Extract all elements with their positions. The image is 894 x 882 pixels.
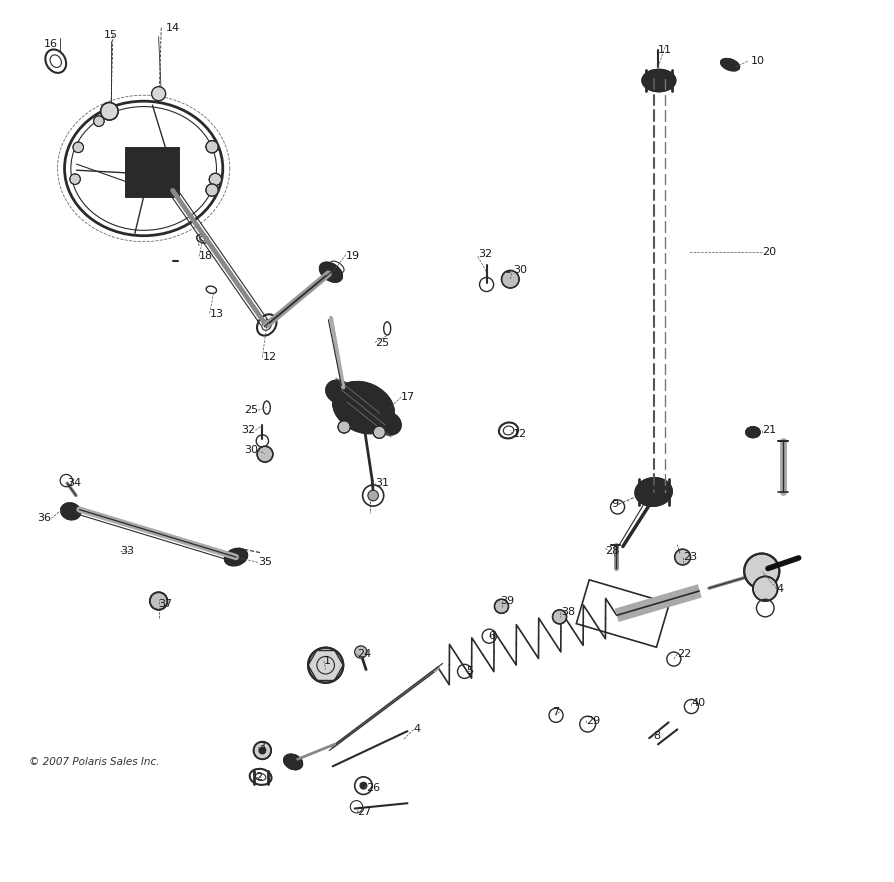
Text: 10: 10: [750, 56, 764, 66]
Circle shape: [73, 142, 83, 153]
Text: 31: 31: [375, 478, 389, 489]
Bar: [126, 148, 179, 197]
Circle shape: [152, 86, 165, 101]
Text: 19: 19: [346, 251, 360, 261]
Text: 2: 2: [256, 772, 263, 781]
Ellipse shape: [61, 504, 80, 519]
Circle shape: [209, 173, 222, 185]
Circle shape: [206, 184, 218, 197]
Text: 22: 22: [678, 649, 692, 659]
Circle shape: [101, 102, 118, 120]
Circle shape: [675, 549, 690, 565]
Circle shape: [150, 592, 167, 609]
Text: 34: 34: [67, 478, 81, 489]
Text: 39: 39: [500, 596, 514, 606]
Text: 21: 21: [762, 425, 776, 436]
Text: 16: 16: [45, 39, 58, 49]
Text: 18: 18: [199, 251, 213, 261]
Ellipse shape: [635, 478, 672, 506]
Circle shape: [206, 140, 218, 153]
Ellipse shape: [721, 59, 739, 71]
Circle shape: [753, 577, 778, 601]
Bar: [577, 579, 670, 647]
Circle shape: [744, 554, 780, 588]
Text: 24: 24: [358, 649, 372, 659]
Bar: [133, 170, 172, 179]
Text: 25: 25: [375, 338, 389, 348]
Circle shape: [367, 490, 378, 501]
Text: 9: 9: [611, 499, 619, 509]
Text: 32: 32: [477, 249, 492, 258]
Bar: [133, 160, 172, 168]
Ellipse shape: [326, 380, 351, 403]
Text: 6: 6: [488, 632, 495, 641]
Circle shape: [257, 446, 273, 462]
Circle shape: [259, 747, 266, 754]
Ellipse shape: [320, 263, 342, 281]
Text: 4: 4: [414, 724, 421, 735]
Ellipse shape: [746, 560, 772, 580]
Text: 7: 7: [552, 706, 560, 717]
Text: 13: 13: [209, 309, 224, 318]
Text: 3: 3: [258, 742, 265, 752]
Circle shape: [355, 646, 367, 658]
Text: 20: 20: [762, 247, 776, 257]
Bar: [133, 170, 172, 179]
Ellipse shape: [284, 754, 302, 769]
Text: 1: 1: [324, 656, 331, 666]
Ellipse shape: [225, 549, 247, 565]
Circle shape: [338, 421, 350, 433]
Text: 40: 40: [691, 698, 705, 708]
Text: 27: 27: [358, 807, 372, 817]
Circle shape: [373, 426, 385, 438]
Bar: [133, 160, 172, 168]
Circle shape: [308, 647, 343, 683]
Text: 35: 35: [258, 557, 272, 567]
Text: 8: 8: [654, 730, 661, 741]
Text: 4: 4: [777, 584, 784, 594]
Bar: [126, 148, 179, 197]
Text: 38: 38: [561, 608, 576, 617]
Text: 14: 14: [165, 23, 180, 33]
Text: 26: 26: [367, 783, 380, 793]
Ellipse shape: [375, 412, 401, 435]
Text: 17: 17: [401, 392, 416, 402]
Text: 36: 36: [38, 513, 51, 523]
Bar: [133, 181, 172, 190]
Text: 12: 12: [513, 429, 527, 439]
Circle shape: [254, 742, 271, 759]
Ellipse shape: [642, 70, 676, 92]
Text: © 2007 Polaris Sales Inc.: © 2007 Polaris Sales Inc.: [30, 757, 160, 767]
Ellipse shape: [746, 427, 760, 437]
Text: 30: 30: [244, 445, 258, 455]
Text: 25: 25: [244, 405, 258, 415]
Text: 12: 12: [262, 353, 276, 363]
Ellipse shape: [333, 382, 394, 433]
Circle shape: [70, 174, 80, 184]
Circle shape: [552, 609, 567, 624]
Text: 15: 15: [104, 30, 118, 40]
Text: 32: 32: [241, 425, 256, 436]
Text: 11: 11: [658, 45, 672, 55]
Circle shape: [94, 116, 105, 126]
Text: 33: 33: [120, 546, 134, 556]
Text: 37: 37: [158, 599, 173, 609]
Circle shape: [494, 599, 509, 613]
Text: 29: 29: [586, 715, 600, 726]
Text: 23: 23: [683, 552, 696, 562]
Text: 28: 28: [605, 546, 620, 556]
Circle shape: [502, 271, 519, 288]
Circle shape: [360, 782, 367, 789]
Text: 30: 30: [513, 265, 527, 274]
Text: 5: 5: [467, 667, 474, 676]
Bar: [133, 181, 172, 190]
